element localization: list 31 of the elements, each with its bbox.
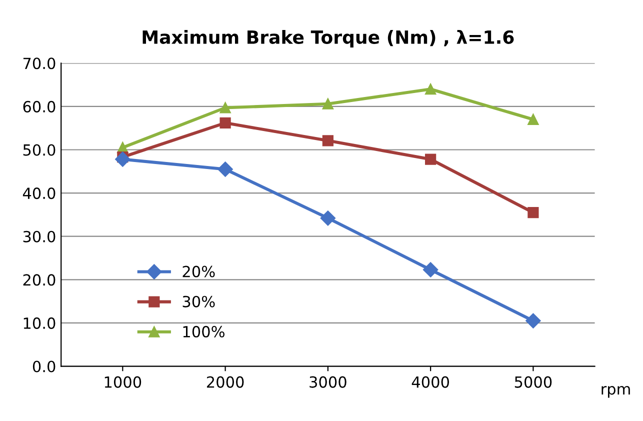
x-tick-label: 1000 [104, 376, 142, 388]
y-tick-label: 0.0 [32, 360, 56, 372]
point [528, 114, 539, 125]
point [425, 84, 436, 95]
y-tick-label: 30.0 [23, 230, 56, 242]
point [115, 152, 130, 167]
point [322, 135, 334, 146]
x-tick-label: 4000 [412, 376, 449, 388]
x-tick-label: 2000 [206, 376, 244, 388]
y-tick-label: 40.0 [22, 188, 56, 200]
y-tick-label: 20.0 [23, 274, 56, 286]
point [220, 102, 231, 114]
point [220, 117, 231, 128]
point [322, 98, 334, 110]
point [218, 162, 233, 177]
y-tick-label: 60.0 [23, 100, 56, 112]
y-tick-label: 10.0 [24, 317, 56, 329]
point [422, 262, 438, 278]
legend-label: 20% [182, 266, 215, 278]
x-axis-title: rpm [602, 386, 630, 398]
legend-label: 30% [182, 296, 215, 308]
point [320, 210, 336, 226]
point [528, 206, 539, 218]
y-tick-label: 70.0 [23, 58, 56, 70]
x-tick-label: 5000 [514, 376, 552, 388]
point [526, 313, 541, 328]
point [425, 154, 436, 165]
legend-label: 100% [183, 326, 224, 338]
y-tick-label: 50.0 [23, 144, 56, 156]
x-tick-label: 3000 [310, 376, 346, 388]
chart-title: Maximum Brake Torque (Nm) , λ=1.6 [142, 30, 514, 48]
